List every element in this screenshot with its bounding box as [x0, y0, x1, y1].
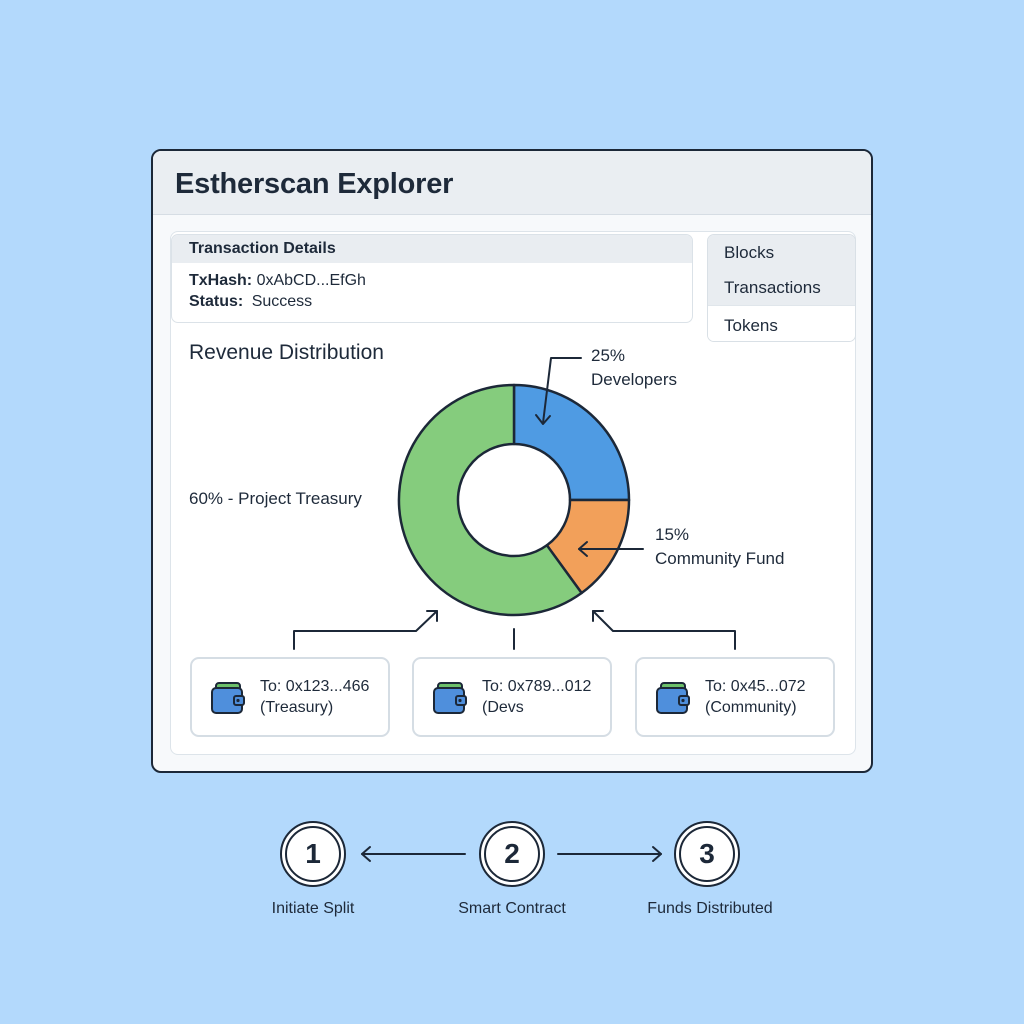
step-1-circle: 1	[280, 821, 346, 887]
label-developers-name: Developers	[591, 370, 677, 389]
nav-item-transactions[interactable]: Transactions	[708, 270, 855, 305]
step-2-label: Smart Contract	[458, 900, 566, 917]
wallet-icon	[656, 682, 690, 714]
step-2-number: 2	[484, 826, 540, 882]
recipient-address: To: 0x123...466	[260, 678, 370, 695]
step-3-label: Funds Distributed	[647, 900, 773, 917]
title-bar: Estherscan Explorer	[153, 151, 871, 215]
slice-treasury	[397, 383, 583, 617]
recipient-card-devs[interactable]: To: 0x789...012 (Devs	[412, 657, 612, 737]
wallet-icon	[433, 682, 467, 714]
recipient-card-treasury[interactable]: To: 0x123...466 (Treasury)	[190, 657, 390, 737]
nav-menu: Blocks Transactions Tokens	[707, 234, 856, 342]
step-3-number: 3	[679, 826, 735, 882]
recipient-name: (Treasury)	[260, 699, 334, 716]
recipient-name: (Community)	[705, 699, 797, 716]
label-treasury: 60% - Project Treasury	[189, 489, 362, 508]
step-1-label: Initiate Split	[271, 900, 355, 917]
slice-developers	[512, 383, 631, 502]
chart-title: Revenue Distribution	[189, 341, 384, 364]
wallet-icon	[211, 682, 245, 714]
nav-item-blocks[interactable]: Blocks	[708, 235, 855, 270]
recipient-card-community[interactable]: To: 0x45...072 (Community)	[635, 657, 835, 737]
status-label: Status:	[189, 293, 244, 310]
recipient-name: (Devs	[482, 699, 524, 716]
label-developers-pct: 25%	[591, 346, 626, 365]
recipient-address: To: 0x789...012	[482, 678, 592, 695]
step-1-number: 1	[285, 826, 341, 882]
donut-chart	[293, 357, 736, 650]
txhash-value[interactable]: 0xAbCD...EfGh	[256, 272, 366, 289]
txhash-row: TxHash: 0xAbCD...EfGh	[189, 270, 675, 291]
recipient-address: To: 0x45...072	[705, 678, 806, 695]
explorer-window: Estherscan Explorer Transaction Details …	[151, 149, 873, 773]
step-3-circle: 3	[674, 821, 740, 887]
label-community-pct: 15%	[655, 525, 690, 544]
txhash-label: TxHash:	[189, 272, 253, 289]
status-value: Success	[251, 293, 313, 310]
transaction-details-header: Transaction Details	[172, 235, 692, 263]
step-2-circle: 2	[479, 821, 545, 887]
label-community-name: Community Fund	[655, 549, 785, 568]
app-title: Estherscan Explorer	[175, 168, 454, 200]
nav-item-tokens[interactable]: Tokens	[708, 305, 855, 341]
status-row: Status: Success	[189, 291, 675, 312]
transaction-details-card: Transaction Details TxHash: 0xAbCD...EfG…	[171, 234, 693, 323]
